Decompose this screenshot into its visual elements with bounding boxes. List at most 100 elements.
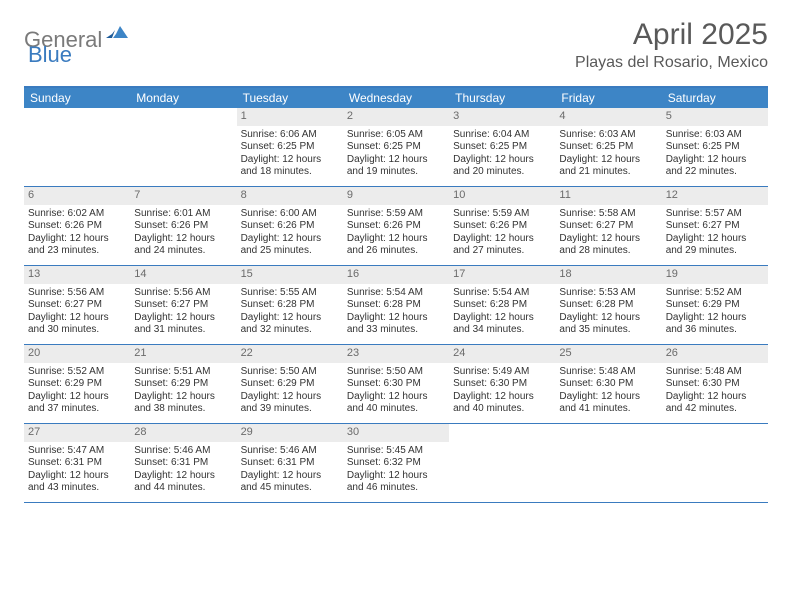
daylight-text: and 39 minutes. [241, 403, 339, 416]
sunset-text: Sunset: 6:31 PM [241, 457, 339, 470]
day-number: 12 [662, 187, 768, 205]
daylight-text: Daylight: 12 hours [453, 154, 551, 167]
sunset-text: Sunset: 6:28 PM [453, 299, 551, 312]
calendar-cell: 6Sunrise: 6:02 AMSunset: 6:26 PMDaylight… [24, 187, 130, 265]
daylight-text: and 27 minutes. [453, 245, 551, 258]
daylight-text: and 30 minutes. [28, 324, 126, 337]
daylight-text: Daylight: 12 hours [666, 312, 764, 325]
calendar-cell: . [449, 424, 555, 502]
daylight-text: Daylight: 12 hours [559, 312, 657, 325]
daylight-text: Daylight: 12 hours [241, 312, 339, 325]
calendar-cell: 28 Sunrise: 5:46 AMSunset: 6:31 PMDayligh… [130, 424, 236, 502]
sunrise-text: Sunrise: 6:03 AM [666, 129, 764, 142]
daylight-text: Daylight: 12 hours [241, 233, 339, 246]
daylight-text: Daylight: 12 hours [134, 312, 232, 325]
daylight-text: Daylight: 12 hours [134, 233, 232, 246]
day-number: 1 [237, 108, 343, 126]
day-header-row: Sunday Monday Tuesday Wednesday Thursday… [24, 88, 768, 108]
calendar-cell: 5Sunrise: 6:03 AMSunset: 6:25 PMDaylight… [662, 108, 768, 186]
sunset-text: Sunset: 6:27 PM [559, 220, 657, 233]
sunset-text: Sunset: 6:28 PM [347, 299, 445, 312]
calendar-table: Sunday Monday Tuesday Wednesday Thursday… [24, 86, 768, 503]
calendar-cell: . [130, 108, 236, 186]
sunrise-text: Sunrise: 5:48 AM [666, 366, 764, 379]
calendar-week: ..1Sunrise: 6:06 AMSunset: 6:25 PMDaylig… [24, 108, 768, 187]
daylight-text: Daylight: 12 hours [347, 154, 445, 167]
day-header: Wednesday [343, 88, 449, 108]
sunset-text: Sunset: 6:27 PM [28, 299, 126, 312]
calendar-cell: 13Sunrise: 5:56 AMSunset: 6:27 PMDayligh… [24, 266, 130, 344]
daylight-text: Daylight: 12 hours [241, 391, 339, 404]
daylight-text: Daylight: 12 hours [28, 470, 126, 483]
day-number: 15 [237, 266, 343, 284]
sunset-text: Sunset: 6:32 PM [347, 457, 445, 470]
calendar-cell: 22 Sunrise: 5:50 AMSunset: 6:29 PMDayligh… [237, 345, 343, 423]
day-info: Sunrise: 5:50 AMSunset: 6:29 PMDaylight:… [241, 366, 339, 416]
day-info: Sunrise: 5:55 AMSunset: 6:28 PMDaylight:… [241, 287, 339, 337]
sunrise-text: Sunrise: 6:06 AM [241, 129, 339, 142]
sunrise-text: Sunrise: 5:52 AM [666, 287, 764, 300]
calendar-cell: 19Sunrise: 5:52 AMSunset: 6:29 PMDayligh… [662, 266, 768, 344]
day-number: 9 [343, 187, 449, 205]
day-number: 22 [237, 345, 343, 363]
sunset-text: Sunset: 6:31 PM [134, 457, 232, 470]
calendar-week: 13Sunrise: 5:56 AMSunset: 6:27 PMDayligh… [24, 266, 768, 345]
day-header: Saturday [662, 88, 768, 108]
day-info: Sunrise: 6:06 AMSunset: 6:25 PMDaylight:… [241, 129, 339, 179]
day-info: Sunrise: 5:45 AMSunset: 6:32 PMDaylight:… [347, 445, 445, 495]
location-subtitle: Playas del Rosario, Mexico [575, 54, 768, 72]
sunset-text: Sunset: 6:29 PM [134, 378, 232, 391]
sunset-text: Sunset: 6:28 PM [559, 299, 657, 312]
sunrise-text: Sunrise: 5:48 AM [559, 366, 657, 379]
day-number: 28 [130, 424, 236, 442]
calendar-cell: 1 Sunrise: 6:06 AMSunset: 6:25 PMDaylight… [237, 108, 343, 186]
daylight-text: and 37 minutes. [28, 403, 126, 416]
sunset-text: Sunset: 6:30 PM [666, 378, 764, 391]
calendar-cell: . [555, 424, 661, 502]
sunrise-text: Sunrise: 5:51 AM [134, 366, 232, 379]
sunrise-text: Sunrise: 5:45 AM [347, 445, 445, 458]
daylight-text: and 22 minutes. [666, 166, 764, 179]
day-info: Sunrise: 5:53 AMSunset: 6:28 PMDaylight:… [559, 287, 657, 337]
day-number: 6 [24, 187, 130, 205]
calendar-cell: 30Sunrise: 5:45 AMSunset: 6:32 PMDayligh… [343, 424, 449, 502]
calendar-cell: 14Sunrise: 5:56 AMSunset: 6:27 PMDayligh… [130, 266, 236, 344]
sunset-text: Sunset: 6:27 PM [134, 299, 232, 312]
sunset-text: Sunset: 6:30 PM [347, 378, 445, 391]
sunset-text: Sunset: 6:25 PM [666, 141, 764, 154]
day-number: 16 [343, 266, 449, 284]
calendar-cell: . [24, 108, 130, 186]
daylight-text: and 42 minutes. [666, 403, 764, 416]
daylight-text: Daylight: 12 hours [347, 470, 445, 483]
sunset-text: Sunset: 6:29 PM [241, 378, 339, 391]
day-info: Sunrise: 5:46 AMSunset: 6:31 PMDaylight:… [241, 445, 339, 495]
daylight-text: and 36 minutes. [666, 324, 764, 337]
daylight-text: and 40 minutes. [347, 403, 445, 416]
daylight-text: and 25 minutes. [241, 245, 339, 258]
sunrise-text: Sunrise: 5:59 AM [347, 208, 445, 221]
sunrise-text: Sunrise: 5:46 AM [134, 445, 232, 458]
day-info: Sunrise: 5:54 AMSunset: 6:28 PMDaylight:… [453, 287, 551, 337]
calendar-cell: 7Sunrise: 6:01 AMSunset: 6:26 PMDaylight… [130, 187, 236, 265]
sunset-text: Sunset: 6:31 PM [28, 457, 126, 470]
daylight-text: Daylight: 12 hours [347, 312, 445, 325]
daylight-text: and 41 minutes. [559, 403, 657, 416]
calendar-cell: 9Sunrise: 5:59 AMSunset: 6:26 PMDaylight… [343, 187, 449, 265]
daylight-text: Daylight: 12 hours [134, 391, 232, 404]
calendar-cell: 26Sunrise: 5:48 AMSunset: 6:30 PMDayligh… [662, 345, 768, 423]
daylight-text: and 35 minutes. [559, 324, 657, 337]
day-info: Sunrise: 5:48 AMSunset: 6:30 PMDaylight:… [559, 366, 657, 416]
daylight-text: and 43 minutes. [28, 482, 126, 495]
daylight-text: and 21 minutes. [559, 166, 657, 179]
day-number: 26 [662, 345, 768, 363]
daylight-text: Daylight: 12 hours [134, 470, 232, 483]
calendar-cell: 20Sunrise: 5:52 AMSunset: 6:29 PMDayligh… [24, 345, 130, 423]
sunset-text: Sunset: 6:30 PM [559, 378, 657, 391]
logo-text-blue: Blue [28, 42, 72, 67]
sunrise-text: Sunrise: 5:59 AM [453, 208, 551, 221]
calendar-cell: 4Sunrise: 6:03 AMSunset: 6:25 PMDaylight… [555, 108, 661, 186]
daylight-text: Daylight: 12 hours [241, 154, 339, 167]
sunrise-text: Sunrise: 5:58 AM [559, 208, 657, 221]
daylight-text: and 19 minutes. [347, 166, 445, 179]
day-number: 18 [555, 266, 661, 284]
